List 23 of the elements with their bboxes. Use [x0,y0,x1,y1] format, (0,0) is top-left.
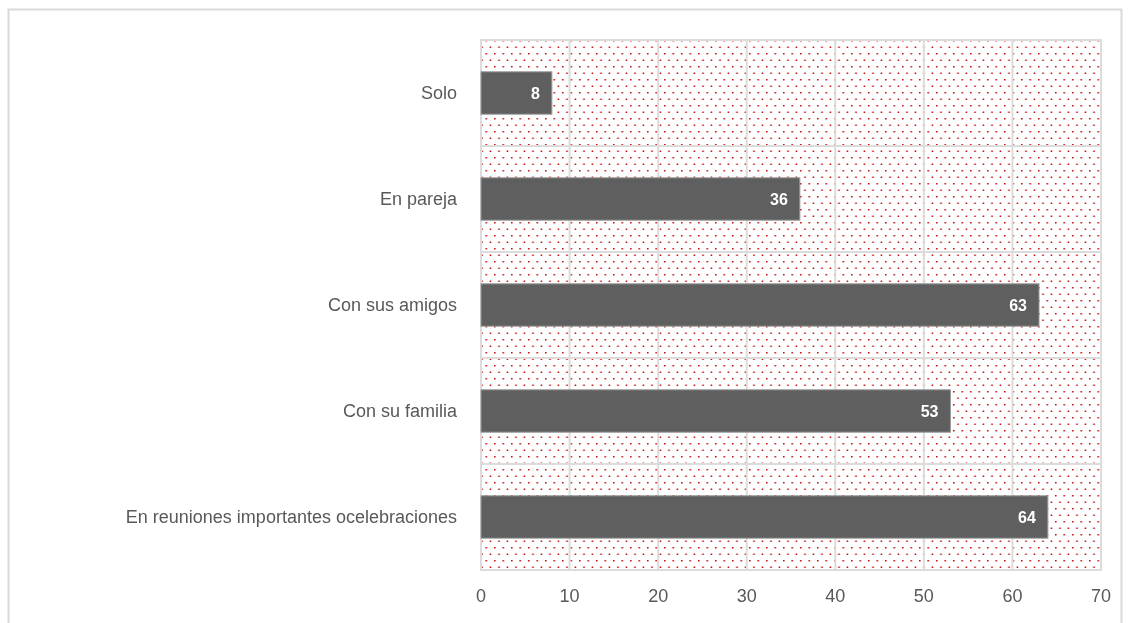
x-tick-label: 40 [825,586,846,607]
y-tick-label: Solo [420,83,457,104]
x-tick-label: 70 [1090,586,1112,607]
data-label: 53 [920,402,939,420]
y-tick-label: En reuniones importantes ocelebraciones [125,507,457,528]
x-tick-label: 0 [475,586,487,607]
y-tick-label: Con su familia [342,401,458,422]
x-tick-label: 50 [913,586,934,607]
y-tick-label: Con sus amigos [327,295,457,316]
data-label: 36 [770,190,788,208]
bar [480,495,1049,539]
y-tick-label: En pareja [379,189,458,210]
bar [480,283,1040,327]
x-tick-label: 20 [648,586,669,607]
data-label: 8 [530,84,540,102]
x-tick-label: 10 [559,586,580,607]
bar [480,71,553,115]
bar [480,177,801,221]
data-label: 64 [1018,508,1036,526]
x-tick-label: 30 [736,586,757,607]
data-label: 63 [1009,296,1028,314]
bar [480,389,951,433]
x-tick-label: 60 [1002,586,1023,607]
